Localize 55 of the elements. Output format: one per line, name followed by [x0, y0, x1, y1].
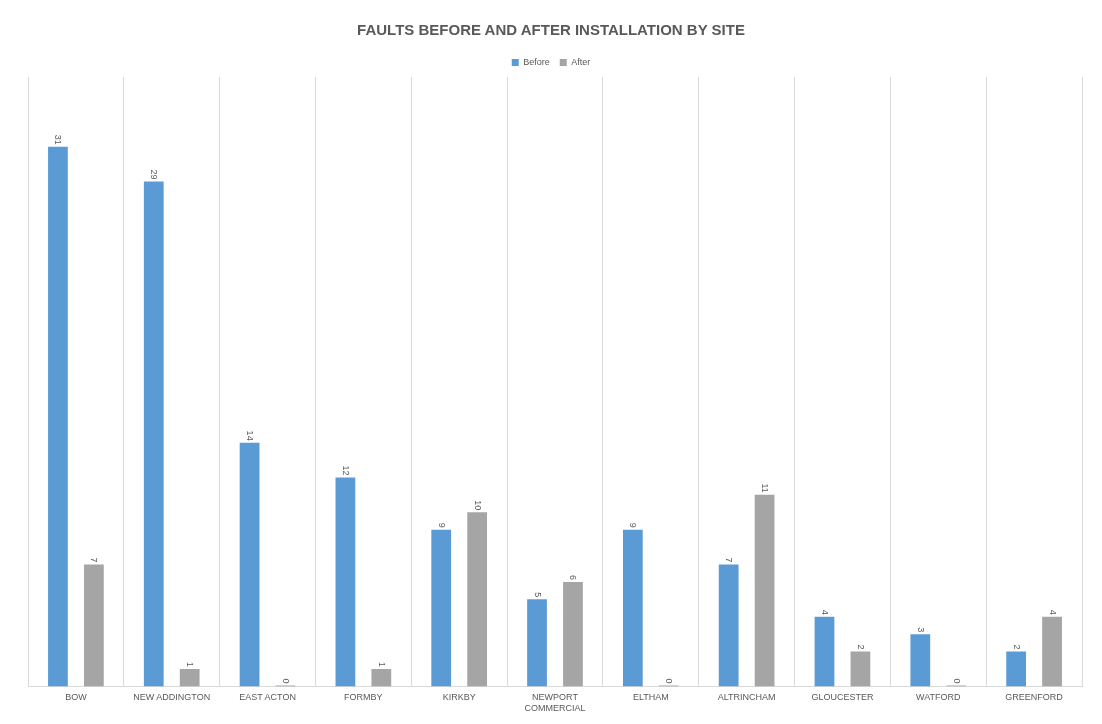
data-label: 0 — [664, 678, 675, 684]
bar — [1006, 651, 1027, 687]
data-label: 7 — [89, 557, 100, 563]
chart-title: FAULTS BEFORE AND AFTER INSTALLATION BY SITE — [357, 21, 745, 39]
data-label: 31 — [53, 134, 64, 145]
bar — [910, 634, 931, 687]
x-tick-label: FORMBY — [344, 692, 383, 703]
bar — [814, 616, 835, 687]
data-label: 2 — [1011, 644, 1022, 650]
x-tick-label: NEW ADDINGTON — [133, 692, 211, 703]
data-label: 10 — [472, 500, 483, 511]
x-tick-label: KIRKBY — [442, 692, 476, 703]
data-label: 0 — [281, 678, 292, 684]
bar — [371, 668, 392, 687]
data-label: 6 — [568, 574, 579, 580]
bar — [754, 494, 775, 687]
data-label: 1 — [185, 661, 196, 667]
bar — [143, 181, 164, 687]
data-label: 11 — [760, 483, 771, 493]
data-label: 7 — [724, 557, 735, 563]
bar — [83, 564, 104, 687]
x-tick-label: ALTRINCHAM — [717, 692, 776, 703]
bar — [850, 651, 871, 687]
x-tick-label: GREENFORD — [1005, 692, 1064, 703]
x-tick-label: GLOUCESTER — [811, 692, 874, 703]
data-label: 2 — [855, 644, 866, 650]
x-tick-label: ELTHAM — [632, 692, 669, 703]
bar — [467, 512, 488, 687]
data-label: 29 — [149, 169, 160, 180]
data-label: 0 — [951, 678, 962, 684]
bar — [718, 564, 739, 687]
bar — [431, 529, 452, 687]
bar — [239, 442, 260, 687]
data-label: 5 — [532, 592, 543, 598]
bar — [527, 599, 547, 687]
bar — [179, 668, 200, 687]
x-tick-label: NEWPORT COMMERCIAL — [524, 692, 586, 714]
data-label: 3 — [915, 627, 926, 633]
x-tick-label: WATFORD — [916, 692, 962, 703]
bar — [48, 146, 68, 687]
data-label: 4 — [820, 609, 830, 615]
bar — [622, 529, 643, 687]
legend-label: Before — [523, 56, 550, 67]
x-tick-label: BOW — [65, 692, 88, 703]
data-label: 9 — [628, 522, 639, 528]
data-label: 4 — [1047, 609, 1058, 615]
data-label: 14 — [245, 430, 256, 441]
legend-label: After — [571, 56, 591, 67]
data-label: 9 — [436, 522, 447, 528]
bar — [1042, 616, 1062, 687]
bar — [335, 477, 356, 687]
x-tick-label: EAST ACTON — [239, 692, 296, 703]
data-label: 1 — [376, 661, 387, 667]
data-label: 12 — [340, 465, 351, 476]
bar — [563, 581, 583, 687]
